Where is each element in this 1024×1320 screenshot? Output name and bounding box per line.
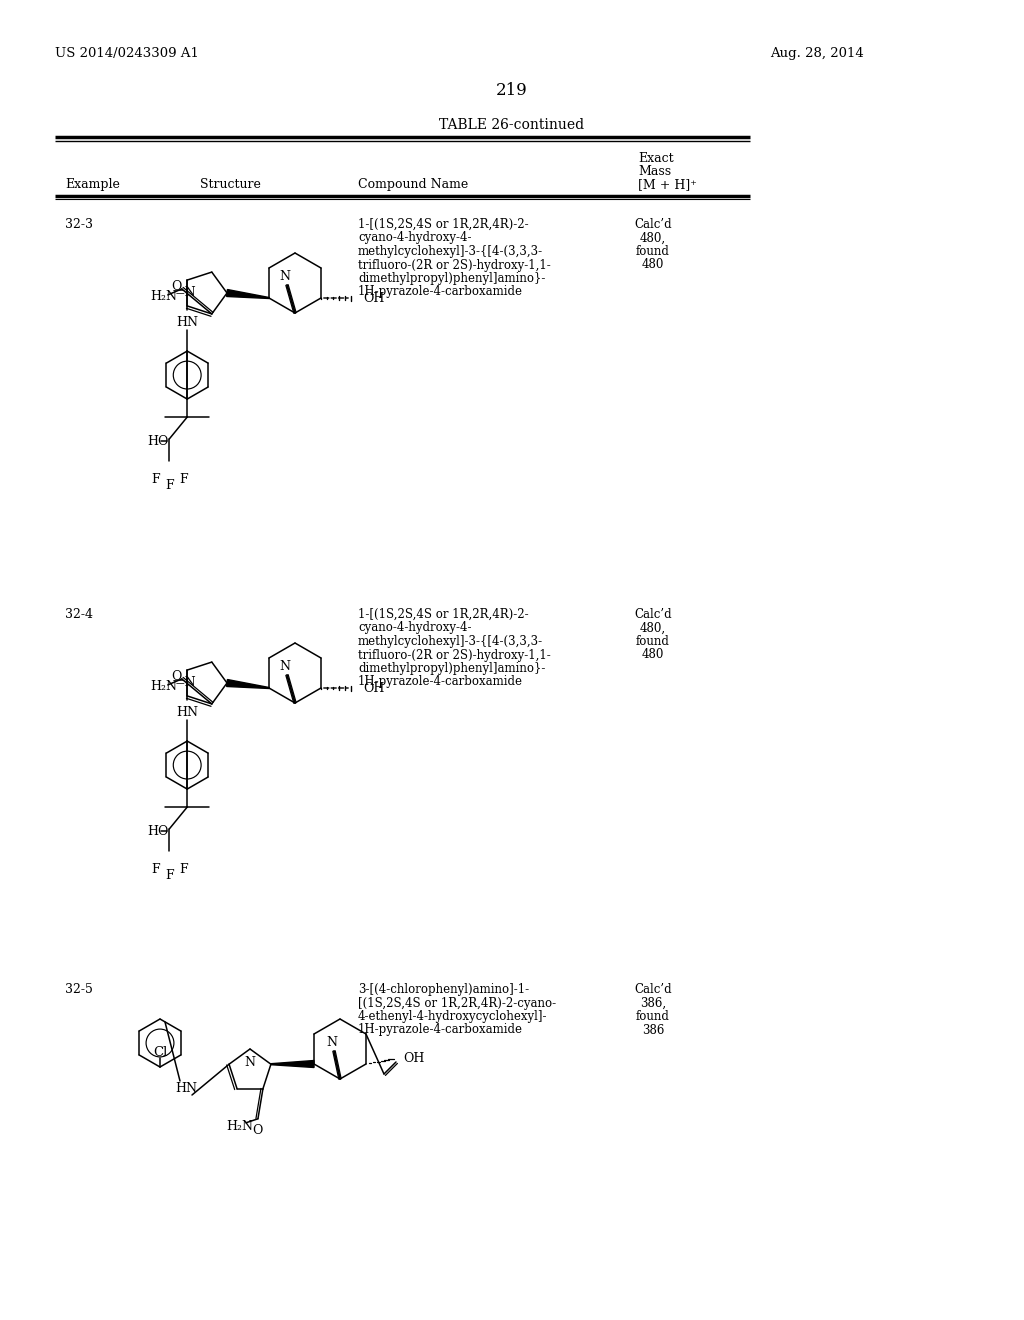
Text: US 2014/0243309 A1: US 2014/0243309 A1 [55,48,199,59]
Text: methylcyclohexyl]-3-{[4-(3,3,3-: methylcyclohexyl]-3-{[4-(3,3,3- [358,635,543,648]
Text: H₂N: H₂N [226,1121,253,1134]
Text: 1H-pyrazole-4-carboxamide: 1H-pyrazole-4-carboxamide [358,1023,523,1036]
Text: 480: 480 [642,259,665,272]
Text: 1H-pyrazole-4-carboxamide: 1H-pyrazole-4-carboxamide [358,676,523,689]
Text: Calc’d: Calc’d [634,983,672,997]
Text: cyano-4-hydroxy-4-: cyano-4-hydroxy-4- [358,231,471,244]
Text: HN: HN [176,315,199,329]
Text: Cl: Cl [153,1047,167,1060]
Text: N: N [280,660,291,672]
Text: OH: OH [403,1052,424,1065]
Text: Calc’d: Calc’d [634,609,672,620]
Text: found: found [636,635,670,648]
Text: cyano-4-hydroxy-4-: cyano-4-hydroxy-4- [358,622,471,635]
Text: 32-5: 32-5 [65,983,93,997]
Text: dimethylpropyl)phenyl]amino}-: dimethylpropyl)phenyl]amino}- [358,272,546,285]
Text: methylcyclohexyl]-3-{[4-(3,3,3-: methylcyclohexyl]-3-{[4-(3,3,3- [358,246,543,257]
Text: trifluoro-(2R or 2S)-hydroxy-1,1-: trifluoro-(2R or 2S)-hydroxy-1,1- [358,648,551,661]
Polygon shape [226,289,269,298]
Text: 3-[(4-chlorophenyl)amino]-1-: 3-[(4-chlorophenyl)amino]-1- [358,983,529,997]
Text: H₂N: H₂N [150,680,177,693]
Text: F: F [151,473,160,486]
Text: 480: 480 [642,648,665,661]
Text: 386: 386 [642,1023,665,1036]
Text: F: F [179,862,187,875]
Text: HN: HN [176,706,199,718]
Text: F: F [179,473,187,486]
Text: Exact: Exact [638,152,674,165]
Text: H₂N: H₂N [150,290,177,304]
Text: N: N [280,269,291,282]
Text: Compound Name: Compound Name [358,178,468,191]
Text: O: O [172,280,182,293]
Text: 480,: 480, [640,231,666,244]
Text: 219: 219 [496,82,528,99]
Text: 1H-pyrazole-4-carboxamide: 1H-pyrazole-4-carboxamide [358,285,523,298]
Text: F: F [165,479,173,491]
Text: Calc’d: Calc’d [634,218,672,231]
Text: Aug. 28, 2014: Aug. 28, 2014 [770,48,864,59]
Text: 1-[(1S,2S,4S or 1R,2R,4R)-2-: 1-[(1S,2S,4S or 1R,2R,4R)-2- [358,609,528,620]
Text: trifluoro-(2R or 2S)-hydroxy-1,1-: trifluoro-(2R or 2S)-hydroxy-1,1- [358,259,551,272]
Text: O: O [253,1125,263,1138]
Text: [(1S,2S,4S or 1R,2R,4R)-2-cyano-: [(1S,2S,4S or 1R,2R,4R)-2-cyano- [358,997,556,1010]
Text: found: found [636,246,670,257]
Text: 32-4: 32-4 [65,609,93,620]
Text: =N: =N [174,676,196,689]
Text: 4-ethenyl-4-hydroxycyclohexyl]-: 4-ethenyl-4-hydroxycyclohexyl]- [358,1010,548,1023]
Text: HN: HN [175,1082,197,1096]
Text: dimethylpropyl)phenyl]amino}-: dimethylpropyl)phenyl]amino}- [358,663,546,675]
Text: [M + H]⁺: [M + H]⁺ [638,178,697,191]
Text: Mass: Mass [638,165,671,178]
Text: OH: OH [362,681,384,694]
Text: N: N [245,1056,256,1069]
Text: =N: =N [174,285,196,298]
Text: F: F [151,862,160,875]
Text: 386,: 386, [640,997,666,1010]
Text: TABLE 26-continued: TABLE 26-continued [439,117,585,132]
Text: found: found [636,1010,670,1023]
Text: Example: Example [65,178,120,191]
Polygon shape [271,1060,314,1068]
Text: Structure: Structure [200,178,260,191]
Polygon shape [226,680,269,689]
Text: 1-[(1S,2S,4S or 1R,2R,4R)-2-: 1-[(1S,2S,4S or 1R,2R,4R)-2- [358,218,528,231]
Text: HO: HO [147,434,169,447]
Text: F: F [165,869,173,882]
Text: OH: OH [362,292,384,305]
Text: 480,: 480, [640,622,666,635]
Text: O: O [172,671,182,684]
Text: HO: HO [147,825,169,838]
Text: N: N [327,1035,338,1048]
Text: 32-3: 32-3 [65,218,93,231]
